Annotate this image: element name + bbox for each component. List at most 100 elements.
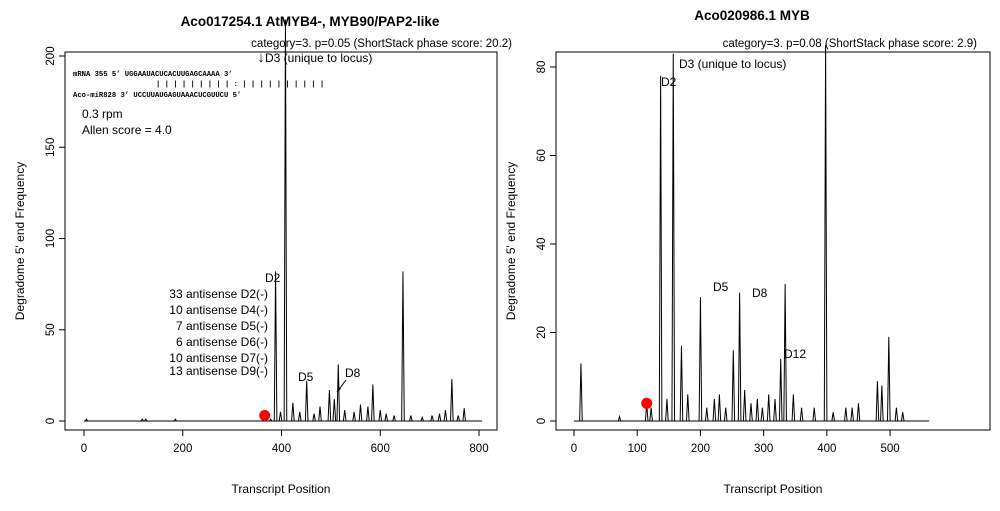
- peak-line: [352, 411, 356, 422]
- peak-label-d3: D3 (unique to locus): [679, 57, 786, 71]
- peak-line: [450, 379, 454, 422]
- chart-subtitle: category=3. p=0.08 (ShortStack phase sco…: [723, 38, 978, 50]
- peak-line: [378, 409, 383, 422]
- peak-line: [371, 384, 375, 422]
- x-tick-label: 600: [371, 443, 390, 455]
- peak-line: [401, 271, 405, 422]
- peak-line: [327, 389, 332, 422]
- peak-line: [900, 412, 905, 422]
- y-axis-label: Degradome 5' end Frequency: [13, 162, 27, 320]
- peak-label-d12: D12: [784, 347, 806, 361]
- y-tick-label: 40: [536, 238, 548, 251]
- peak-label-d8: D8: [345, 366, 361, 380]
- peak-line: [366, 406, 370, 422]
- chart-title: Aco020986.1 MYB: [694, 8, 810, 23]
- peak-line: [278, 411, 283, 422]
- peak-line: [392, 415, 396, 422]
- peak-line: [831, 412, 835, 422]
- antisense-item: 10 antisense D7(-): [169, 351, 268, 365]
- peak-line: [140, 418, 144, 422]
- peak-line: [291, 402, 295, 422]
- peak-line: [698, 297, 703, 422]
- antisense-item: 6 antisense D6(-): [176, 335, 268, 349]
- antisense-list: 33 antisense D2(-) 10 antisense D4(-) 7 …: [169, 287, 268, 378]
- y-axis: 0 20 40 60 80: [536, 61, 556, 424]
- peak-line: [617, 414, 622, 422]
- peak-line: [875, 381, 880, 422]
- antisense-item: 7 antisense D5(-): [176, 319, 268, 333]
- y-tick-label: 200: [45, 46, 57, 65]
- peak-line: [671, 53, 676, 422]
- peak-line: [887, 336, 891, 422]
- peak-line: [332, 399, 337, 422]
- peak-line: [358, 404, 363, 422]
- y-tick-label: 20: [536, 326, 548, 339]
- x-axis: 0 100 200 300 400 500: [571, 430, 900, 455]
- peak-label-d3: D3 (unique to locus): [265, 51, 372, 65]
- peak-line: [850, 407, 854, 422]
- peak-label-d2: D2: [661, 75, 677, 89]
- base-pairing: | | | | | | | | | : | | | | | | | | | |: [156, 81, 324, 89]
- peak-line: [437, 413, 442, 422]
- y-tick-label: 60: [536, 149, 548, 162]
- peak-line: [304, 380, 309, 422]
- x-axis-label: Transcript Position: [724, 482, 823, 496]
- peak-line: [773, 398, 777, 422]
- x-tick-label: 200: [173, 443, 192, 455]
- peak-line: [778, 359, 783, 422]
- peak-line: [283, 19, 288, 422]
- x-axis-label: Transcript Position: [232, 482, 331, 496]
- x-tick-label: 400: [817, 443, 836, 455]
- peak-line: [268, 418, 273, 422]
- x-tick-label: 200: [691, 443, 710, 455]
- chart-right: Aco020986.1 MYB category=3. p=0.08 (Shor…: [504, 8, 991, 496]
- peak-line: [704, 407, 709, 422]
- peak-line: [894, 407, 899, 422]
- y-axis: 0 50 100 150 200: [45, 46, 65, 424]
- peak-line: [755, 398, 760, 422]
- x-tick-label: 500: [880, 443, 899, 455]
- y-axis-label: Degradome 5' end Frequency: [504, 162, 518, 320]
- series-group: [574, 44, 930, 422]
- peak-line: [880, 385, 884, 422]
- peak-line: [742, 390, 747, 422]
- peak-line: [456, 415, 461, 422]
- y-tick-label: 0: [45, 418, 57, 424]
- antisense-item: 33 antisense D2(-): [169, 287, 268, 301]
- peak-label-d5: D5: [298, 370, 314, 384]
- peak-line: [844, 407, 848, 422]
- antisense-item: 13 antisense D9(-): [169, 364, 268, 378]
- peak-line: [685, 394, 690, 422]
- allen-score-label: Allen score = 4.0: [82, 123, 172, 137]
- x-tick-label: 0: [81, 443, 87, 455]
- rpm-label: 0.3 rpm: [82, 107, 123, 121]
- plot-frame: [64, 51, 498, 431]
- peak-line: [723, 407, 728, 422]
- peak-line: [384, 413, 388, 422]
- peak-line: [649, 407, 653, 422]
- peak-line: [318, 406, 322, 422]
- peak-line: [409, 415, 413, 422]
- peak-line: [665, 398, 669, 422]
- plot-frame: [555, 51, 991, 431]
- cleavage-arrow: ↓: [257, 49, 265, 66]
- mirna-sequence: Aco-miR828 3’ UCCUUAUGAGUAAACUCGUUCU 5’: [73, 92, 241, 100]
- peak-line: [273, 271, 278, 422]
- peak-label-d8: D8: [752, 286, 768, 300]
- peak-line: [430, 415, 434, 422]
- peak-line: [462, 408, 466, 422]
- peak-line: [712, 398, 717, 422]
- mrna-sequence: mRNA 355 5’ UGGAAUACUCACUUGAGCAAAA 3’: [73, 71, 233, 79]
- x-axis: 0 200 400 600 800: [81, 430, 489, 455]
- peak-line: [856, 403, 861, 422]
- peak-line: [342, 409, 347, 422]
- peak-line: [799, 407, 804, 422]
- antisense-item: 10 antisense D4(-): [169, 303, 268, 317]
- peak-line: [812, 407, 817, 422]
- peak-label-d2: D2: [265, 271, 281, 285]
- d8-pointer-head: [337, 386, 341, 392]
- peak-line: [791, 394, 796, 422]
- peak-line: [297, 411, 302, 422]
- x-tick-label: 800: [469, 443, 488, 455]
- x-tick-label: 400: [272, 443, 291, 455]
